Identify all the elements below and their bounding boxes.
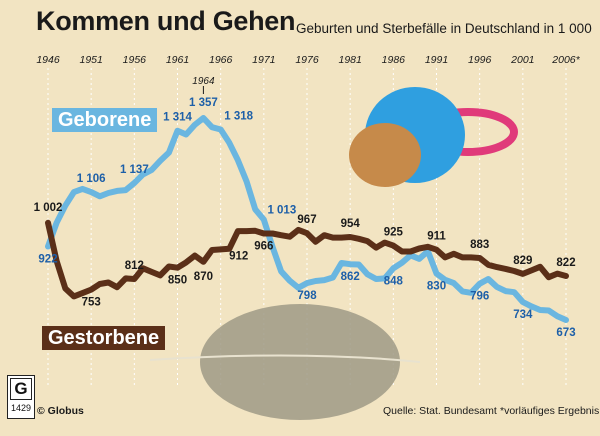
data-label-geborene: 922 (38, 253, 57, 265)
x-tick-label: 1946 (36, 54, 60, 66)
x-tick-label: 1956 (123, 54, 147, 66)
x-tick-label: 1986 (382, 54, 406, 66)
data-label-geborene: 848 (384, 275, 404, 287)
copyright-text: © Globus (37, 405, 84, 417)
x-tick-label: 1976 (295, 54, 319, 66)
data-label-gestorbene: 967 (297, 214, 316, 226)
data-label-geborene: 796 (470, 291, 489, 303)
data-label-gestorbene: 954 (341, 218, 361, 230)
data-label-gestorbene: 850 (168, 275, 187, 287)
x-tick-label: 1996 (468, 54, 492, 66)
legend-geborene: Geborene (52, 108, 158, 132)
data-label-geborene: 673 (556, 327, 575, 339)
data-label-gestorbene: 753 (82, 297, 101, 309)
x-tick-label: 1966 (209, 54, 233, 66)
legend-gestorbene: Gestorbene (42, 326, 166, 350)
data-label-gestorbene: 883 (470, 239, 489, 251)
data-label-geborene: 1 318 (224, 111, 253, 123)
data-label-gestorbene: 925 (384, 227, 404, 239)
logo-letter: G (10, 378, 32, 400)
logo-number: 1429 (10, 403, 32, 413)
data-label-geborene: 734 (513, 309, 533, 321)
peak-year-label: 1964 (192, 76, 215, 87)
x-tick-label: 2006* (551, 54, 580, 66)
data-label-geborene: 1 137 (120, 164, 149, 176)
data-label-geborene: 1 106 (77, 173, 106, 185)
data-label-gestorbene: 966 (254, 240, 273, 252)
data-label-gestorbene: 822 (556, 257, 575, 269)
data-labels: 922 1 106 1 137 1 314 1 357 1 318 1 013 798 862 8… (34, 76, 576, 339)
data-label-gestorbene: 1 002 (34, 202, 63, 214)
x-tick-label: 1981 (338, 54, 361, 66)
data-label-gestorbene: 911 (427, 231, 446, 243)
data-label-geborene: 1 314 (163, 112, 192, 124)
data-label-geborene: 862 (341, 271, 360, 283)
data-label-gestorbene: 829 (513, 255, 532, 267)
x-tick-label: 1961 (166, 54, 189, 66)
chart-subtitle: Geburten und Sterbefälle in Deutschland … (296, 21, 592, 36)
source-text: Quelle: Stat. Bundesamt (383, 405, 497, 417)
footnote-text: *vorläufiges Ergebnis (500, 405, 600, 417)
x-tick-label: 1991 (425, 54, 448, 66)
data-label-gestorbene: 912 (229, 250, 248, 262)
pacifier-icon (349, 87, 518, 187)
x-tick-label: 2001 (510, 54, 534, 66)
series-line-geborene (45, 115, 569, 323)
data-label-geborene: 1 357 (189, 97, 218, 109)
data-label-geborene: 1 013 (267, 205, 296, 217)
x-tick-label: 1951 (79, 54, 102, 66)
data-label-gestorbene: 812 (125, 260, 144, 272)
x-tick-label: 1971 (252, 54, 275, 66)
data-label-geborene: 830 (427, 281, 446, 293)
decorations (149, 87, 518, 420)
series-lines (45, 115, 569, 323)
x-axis-ticks: 1946 1951 1956 1961 1966 1971 1976 1981 1986 1991… (36, 54, 580, 66)
chart-title: Kommen und Gehen (36, 6, 296, 36)
data-label-geborene: 798 (297, 290, 317, 302)
globus-logo: G 1429 (7, 375, 35, 419)
leaf-stem-icon (149, 354, 421, 363)
data-label-gestorbene: 870 (194, 271, 213, 283)
series-line-gestorbene (45, 219, 569, 300)
leaf-icon (200, 304, 400, 420)
